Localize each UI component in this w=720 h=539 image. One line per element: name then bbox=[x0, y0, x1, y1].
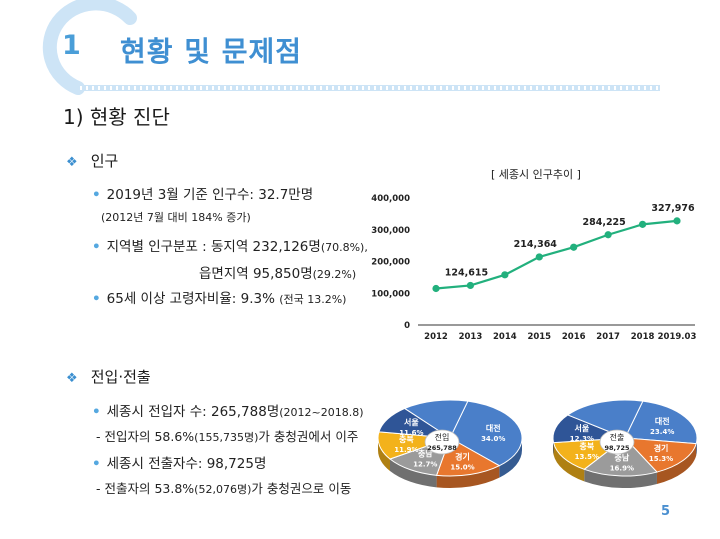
header-decoration bbox=[42, 0, 660, 95]
y-tick-label: 0 bbox=[404, 321, 410, 331]
pie-slice-percent: 11.9% bbox=[394, 446, 418, 454]
pie-slice bbox=[624, 400, 698, 445]
data-point bbox=[432, 284, 440, 293]
data-label: 327,976 bbox=[651, 203, 695, 214]
x-tick-label: 2014 bbox=[493, 332, 517, 342]
data-label: 124,615 bbox=[445, 267, 488, 278]
migration-line-3: • 세종시 전출자수: 98,725명 bbox=[92, 456, 267, 472]
population-heading: 인구 bbox=[90, 152, 119, 170]
bullet-dot-icon: • bbox=[92, 404, 101, 420]
pie-slice-percent: 13.5% bbox=[575, 453, 599, 461]
bullet-dot-icon: • bbox=[92, 187, 101, 203]
pie-slice-percent: 34.0% bbox=[481, 435, 505, 443]
migration-line-1: • 세종시 전입자 수: 265,788명(2012~2018.8) bbox=[92, 404, 364, 420]
x-tick-label: 2015 bbox=[527, 332, 551, 342]
migration-line-2: - 전입자의 58.6%(155,735명)가 충청권에서 이주 bbox=[96, 429, 359, 444]
x-tick-label: 2017 bbox=[596, 332, 620, 342]
series-line bbox=[435, 219, 678, 290]
population-heading-row: ❖ 인구 bbox=[66, 150, 118, 171]
pie-slice bbox=[403, 399, 469, 439]
pie-slice-name: 서울 bbox=[575, 423, 590, 433]
data-point bbox=[638, 220, 647, 228]
pie-slice-percent: 15.0% bbox=[450, 464, 474, 472]
data-label: 214,364 bbox=[514, 239, 558, 250]
section-title: 현황 및 문제점 bbox=[120, 35, 303, 68]
migration-line-4: - 전출자의 53.8%(52,076명)가 충청권으로 이동 bbox=[96, 481, 352, 496]
pie-slice-percent: 15.3% bbox=[649, 455, 673, 463]
pie-slice-percent: 16.9% bbox=[610, 465, 634, 473]
data-point bbox=[673, 217, 681, 225]
pie-center-badge bbox=[424, 429, 460, 455]
bullet-dot-icon: • bbox=[92, 291, 101, 307]
x-tick-label: 2016 bbox=[562, 332, 586, 342]
pie-slice-name: 충남 bbox=[418, 449, 433, 459]
pie-slice-side bbox=[584, 469, 657, 488]
pie-slice-percent: 12.7% bbox=[413, 461, 437, 469]
data-point bbox=[604, 231, 612, 239]
pie-center-value: 98,725 bbox=[604, 444, 630, 452]
page-number: 5 bbox=[660, 504, 670, 519]
pie-slice bbox=[449, 400, 523, 467]
pie-slice bbox=[583, 437, 658, 477]
pie-slice-name: 경기 bbox=[654, 443, 669, 453]
data-point bbox=[570, 243, 578, 251]
population-line-chart: 0 100,000 200,000 300,000 400,000 2012 2013 201… bbox=[371, 194, 697, 342]
diamond-bullet-icon: ❖ bbox=[66, 371, 78, 386]
population-line-3: 읍면지역 95,850명(29.2%) bbox=[199, 266, 357, 282]
y-tick-label: 400,000 bbox=[371, 194, 410, 204]
pie-center-label: 전입 bbox=[435, 432, 450, 442]
y-tick-label: 200,000 bbox=[371, 258, 410, 268]
population-line-1-sub: (2012년 7월 대비 184% 증가) bbox=[101, 211, 251, 224]
pie-slice-side bbox=[389, 459, 437, 488]
data-point bbox=[501, 271, 509, 279]
pie-center-label: 전출 bbox=[610, 432, 625, 442]
population-line-4: • 65세 이상 고령자비율: 9.3% (전국 13.2%) bbox=[92, 291, 347, 307]
x-tick-label: 2019.03 bbox=[658, 332, 697, 342]
pie-slice-percent: 23.4% bbox=[650, 428, 674, 436]
pie-center-value: 265,788 bbox=[427, 444, 457, 452]
x-tick-label: 2013 bbox=[459, 332, 483, 342]
pie-slice-name: 경기 bbox=[455, 452, 470, 462]
population-line-2: • 지역별 인구분포 : 동지역 232,126명(70.8%), bbox=[92, 239, 368, 255]
in-migration-pie-chart: 대전 34.0% 경기 15.0% 충남 12.7% 충북 11.9% 서울 11.6% 전입 265… bbox=[377, 399, 523, 488]
migration-heading-row: ❖ 전입·전출 bbox=[66, 366, 151, 387]
pie-slice-name: 충북 bbox=[399, 434, 414, 444]
pie-slice-name: 서울 bbox=[404, 417, 419, 427]
section-number: 1 bbox=[62, 30, 81, 61]
pie-slice-percent: 12.3% bbox=[570, 435, 594, 443]
chart-title: [ 세종시 인구추이 ] bbox=[491, 168, 581, 181]
pie-center-badge bbox=[599, 429, 635, 455]
pie-slice-name: 대전 bbox=[655, 416, 670, 426]
pie-slice-name: 대전 bbox=[486, 423, 501, 433]
x-tick-label: 2018 bbox=[631, 332, 655, 342]
y-tick-label: 300,000 bbox=[371, 226, 410, 236]
pie-slice-percent: 11.6% bbox=[399, 429, 423, 437]
pie-slice-side bbox=[378, 438, 390, 472]
pie-slice-name: 충북 bbox=[579, 441, 594, 451]
pie-slice bbox=[566, 399, 644, 439]
pie-slice bbox=[623, 437, 697, 473]
bullet-dot-icon: • bbox=[92, 456, 101, 472]
pie-slice-side bbox=[436, 465, 500, 488]
x-tick-label: 2012 bbox=[424, 332, 448, 342]
data-point bbox=[535, 253, 543, 261]
pie-slice-name: 충남 bbox=[614, 453, 629, 463]
migration-heading: 전입·전출 bbox=[90, 368, 151, 386]
data-label: 284,225 bbox=[583, 217, 626, 228]
population-line-1: • 2019년 3월 기준 인구수: 32.7만명 bbox=[92, 187, 314, 203]
pie-slice-side bbox=[499, 438, 522, 478]
y-tick-label: 100,000 bbox=[371, 289, 410, 299]
diamond-bullet-icon: ❖ bbox=[66, 155, 78, 170]
out-migration-pie-chart: 대전 23.4% 경기 15.3% 충남 16.9% 충북 13.5% 서울 12.3% 전출 98,… bbox=[552, 399, 698, 488]
data-point bbox=[466, 281, 475, 290]
pie-slice-side bbox=[656, 443, 697, 485]
bullet-dot-icon: • bbox=[92, 239, 101, 255]
subtitle: 1) 현황 진단 bbox=[63, 105, 170, 129]
